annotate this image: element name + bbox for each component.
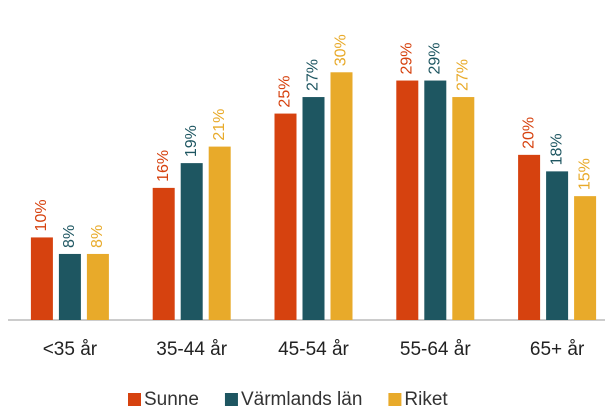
x-tick-label: 45-54 år bbox=[278, 339, 349, 360]
value-label: 27% bbox=[305, 59, 322, 91]
value-label: 20% bbox=[520, 117, 537, 149]
bar bbox=[86, 253, 109, 320]
bar bbox=[302, 97, 325, 320]
x-tick-label: <35 år bbox=[43, 339, 98, 360]
bar bbox=[274, 113, 297, 320]
bar bbox=[330, 72, 353, 321]
x-tick-label: 65+ år bbox=[530, 339, 585, 360]
legend-swatch bbox=[224, 393, 238, 406]
bar bbox=[180, 163, 203, 320]
x-tick-label: 55-64 år bbox=[400, 339, 471, 360]
value-label: 10% bbox=[33, 199, 50, 231]
legend-label: Värmlands län bbox=[241, 389, 362, 410]
legend-swatch bbox=[128, 393, 141, 406]
bar bbox=[152, 187, 175, 320]
value-label: 27% bbox=[455, 59, 472, 91]
legend-label: Riket bbox=[404, 389, 448, 410]
bar bbox=[518, 154, 541, 320]
legend-swatch bbox=[388, 393, 402, 406]
bar bbox=[424, 80, 447, 321]
bar bbox=[546, 171, 569, 320]
x-tick-label: 35-44 år bbox=[156, 339, 227, 360]
value-label: 21% bbox=[211, 109, 228, 141]
bar bbox=[574, 196, 597, 320]
bar bbox=[30, 237, 53, 320]
value-label: 29% bbox=[427, 43, 444, 75]
value-label: 8% bbox=[89, 225, 106, 248]
value-label: 15% bbox=[576, 158, 593, 190]
bar bbox=[452, 97, 475, 320]
bar bbox=[58, 253, 81, 320]
legend-label: Sunne bbox=[144, 389, 199, 410]
bar bbox=[208, 146, 231, 320]
value-label: 30% bbox=[333, 34, 350, 66]
value-label: 19% bbox=[183, 125, 200, 157]
value-label: 29% bbox=[399, 43, 416, 75]
value-label: 18% bbox=[548, 133, 565, 165]
value-label: 16% bbox=[155, 150, 172, 182]
value-label: 25% bbox=[277, 76, 294, 108]
value-label: 8% bbox=[61, 225, 78, 248]
bar bbox=[396, 80, 419, 321]
